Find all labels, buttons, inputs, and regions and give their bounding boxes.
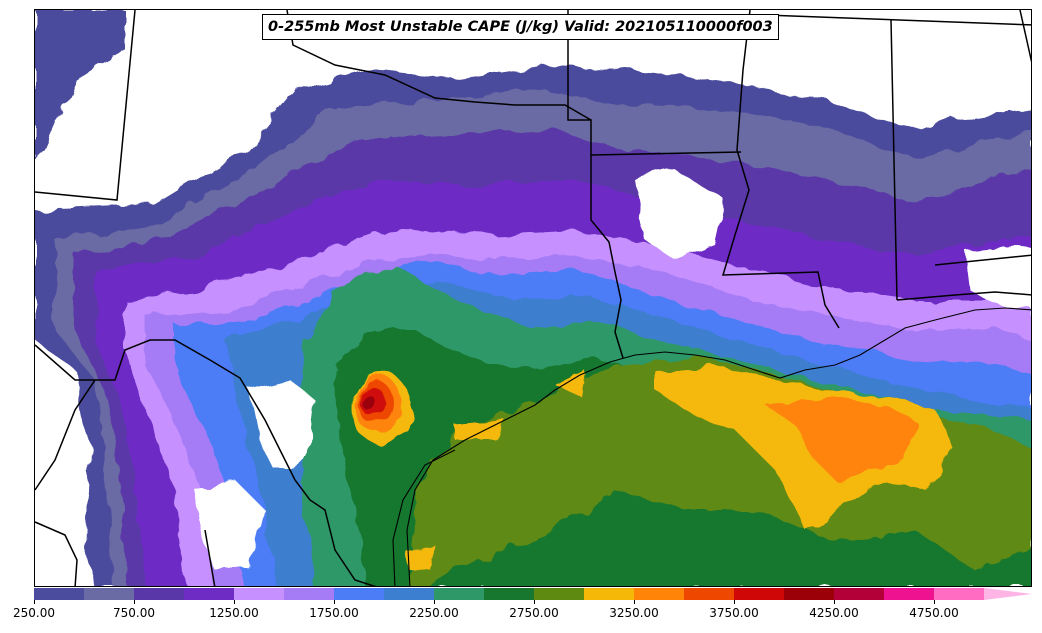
state-border-al-fl: [896, 291, 1031, 301]
colorbar-tick-label: 2250.00: [409, 606, 459, 620]
state-border-ok-nm: [35, 10, 136, 201]
cape-band-3250: [765, 395, 915, 480]
state-border-ar-la: [590, 151, 742, 156]
state-border-tn: [764, 14, 1031, 26]
colorbar-segment: [634, 588, 685, 600]
colorbar-segment: [834, 588, 885, 600]
colorbar-tick: [834, 600, 835, 604]
mississippi-river: [721, 10, 840, 329]
colorbar-tick-label: 250.00: [13, 606, 55, 620]
colorbar-segments: [34, 588, 985, 600]
colorbar-tick: [434, 600, 435, 604]
cape-field-map: [35, 10, 1031, 586]
colorbar-tick: [534, 600, 535, 604]
colorbar-segment: [184, 588, 235, 600]
colorbar-segment: [84, 588, 135, 600]
colorbar-tick-label: 3750.00: [709, 606, 759, 620]
colorbar-segment: [334, 588, 385, 600]
mexico-state-border: [35, 379, 96, 491]
colorbar-segment: [284, 588, 335, 600]
colorbar-segment: [434, 588, 485, 600]
colorbar-segment: [934, 588, 985, 600]
colorbar-segment: [534, 588, 585, 600]
colorbar-tick-label: 4750.00: [909, 606, 959, 620]
cape-shading: [35, 10, 1031, 586]
colorbar-tick-label: 1250.00: [209, 606, 259, 620]
state-border-ga-al: [1019, 10, 1031, 63]
colorbar-segment: [234, 588, 285, 600]
colorbar-extend-arrow: [984, 588, 1032, 600]
colorbar-segment: [734, 588, 785, 600]
colorbar-tick-label: 4250.00: [809, 606, 859, 620]
colorbar-segment: [784, 588, 835, 600]
map-panel: [34, 9, 1032, 587]
colorbar-segment: [884, 588, 935, 600]
colorbar-segment: [684, 588, 735, 600]
mexico-state-border-2: [204, 529, 216, 586]
gulf-coastline: [406, 307, 1031, 586]
cape-core-4000: [362, 394, 374, 410]
colorbar-segment: [384, 588, 435, 600]
colorbar-segment: [34, 588, 85, 600]
state-border-ga-fl: [934, 254, 1031, 266]
state-border-ms-al: [890, 19, 898, 301]
coastlines: [392, 307, 1031, 586]
colorbar-tick-label: 750.00: [113, 606, 155, 620]
colorbar-tick-label: 1750.00: [309, 606, 359, 620]
colorbar-tick: [634, 600, 635, 604]
colorbar-tick-label: 3250.00: [609, 606, 659, 620]
state-border-ok-tx: [286, 10, 592, 121]
colorbar-segment: [134, 588, 185, 600]
map-title: 0-255mb Most Unstable CAPE (J/kg) Valid:…: [262, 14, 779, 40]
state-border-tx-la: [567, 10, 624, 359]
colorbar-tick: [934, 600, 935, 604]
colorbar-tick-label: 2750.00: [509, 606, 559, 620]
colorbar-tick: [334, 600, 335, 604]
political-boundaries: [35, 10, 1031, 586]
colorbar-tick: [34, 600, 35, 604]
colorbar-tick: [234, 600, 235, 604]
colorbar-segment: [584, 588, 635, 600]
colorbar-tick: [134, 600, 135, 604]
colorbar-tick: [734, 600, 735, 604]
barrier-island-coast: [392, 449, 456, 586]
colorbar: [34, 588, 1032, 600]
mexico-border: [35, 521, 78, 586]
rio-grande-border: [35, 339, 377, 586]
colorbar-segment: [484, 588, 535, 600]
